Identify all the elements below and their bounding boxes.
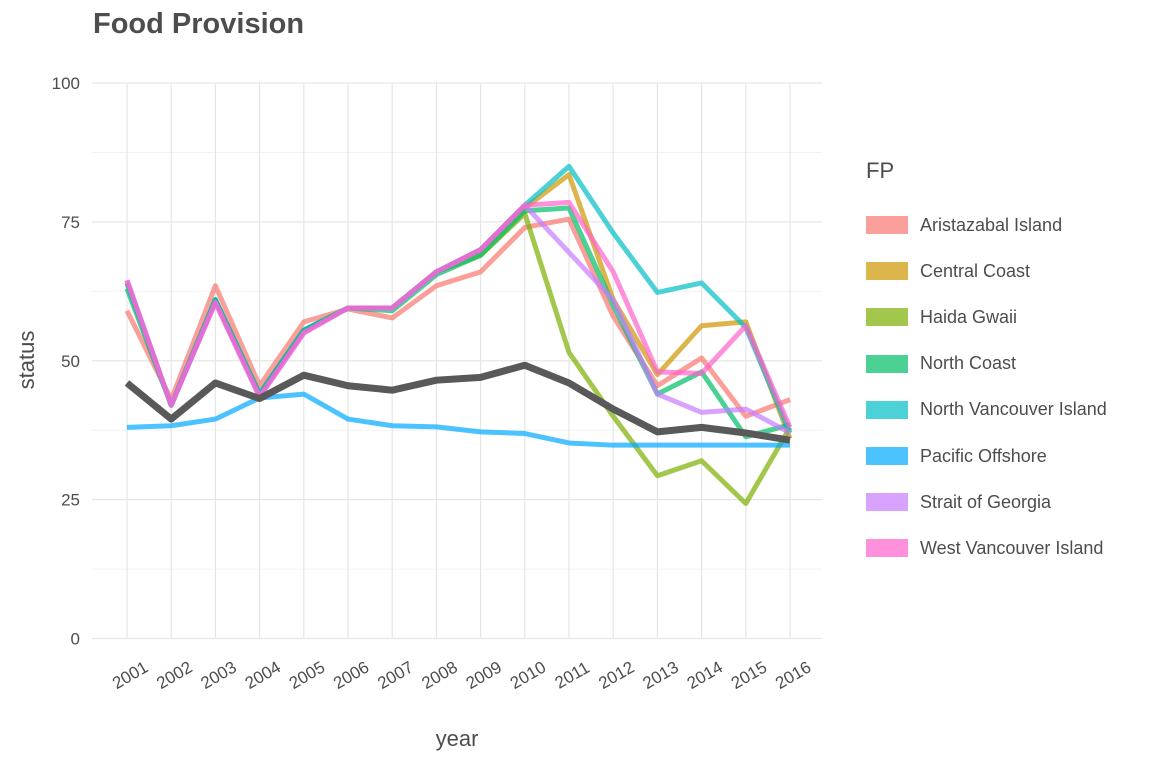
chart-title: Food Provision — [93, 8, 305, 40]
x-tick-label: 2002 — [153, 658, 195, 693]
legend-key — [866, 262, 908, 281]
legend-key — [866, 400, 908, 419]
legend-item: North Coast — [866, 341, 1107, 387]
series-line-pacific-offshore — [126, 391, 790, 448]
x-tick-label: 2011 — [552, 658, 593, 693]
x-tick-label: 2006 — [330, 658, 372, 693]
legend-key — [866, 493, 908, 512]
legend-title: FP — [866, 158, 895, 183]
y-tick-label: 100 — [52, 74, 80, 93]
overall-line — [124, 361, 791, 444]
legend-item: North Vancouver Island — [866, 387, 1107, 433]
series-line-haida-gwaii — [124, 211, 793, 507]
x-tick-label: 2012 — [595, 658, 637, 693]
y-axis-title: status — [14, 331, 39, 390]
legend-label: Haida Gwaii — [920, 306, 1018, 327]
legend-key — [866, 216, 908, 235]
legend-key — [866, 539, 908, 558]
legend-label: Aristazabal Island — [920, 214, 1063, 235]
x-axis-title: year — [436, 726, 479, 751]
legend-item: Haida Gwaii — [866, 294, 1107, 340]
legend-label: North Coast — [920, 353, 1017, 374]
x-tick-label: 2008 — [419, 658, 461, 693]
series-line-north-vancouver-island — [124, 163, 793, 434]
series-line-west-vancouver-island — [124, 199, 793, 429]
x-tick-label: 2013 — [640, 658, 682, 693]
legend-key — [866, 447, 908, 466]
legend-item: Pacific Offshore — [866, 433, 1107, 479]
x-tick-label: 2007 — [374, 658, 416, 693]
y-tick-label: 75 — [61, 213, 80, 232]
x-tick-label: 2003 — [198, 658, 240, 693]
x-tick-label: 2005 — [286, 658, 328, 693]
x-tick-label: 2010 — [507, 658, 549, 693]
legend: FP Aristazabal Island Central Coast Haida … — [866, 158, 1107, 572]
x-tick-label: 2001 — [109, 658, 151, 693]
x-tick-label: 2016 — [772, 658, 814, 693]
x-tick-label: 2004 — [242, 658, 284, 693]
legend-label: North Vancouver Island — [920, 399, 1107, 420]
y-tick-label: 0 — [71, 630, 80, 649]
legend-label: Central Coast — [920, 260, 1031, 281]
legend-label: Pacific Offshore — [920, 445, 1047, 466]
y-tick-label: 25 — [61, 491, 80, 510]
legend-key — [866, 308, 908, 327]
legend-item: West Vancouver Island — [866, 525, 1107, 571]
legend-item: Central Coast — [866, 248, 1107, 294]
legend-item: Aristazabal Island — [866, 202, 1107, 248]
y-tick-label: 50 — [61, 352, 80, 371]
x-tick-label: 2014 — [684, 658, 726, 693]
x-tick-label: 2015 — [728, 658, 770, 693]
x-tick-label: 2009 — [463, 658, 505, 693]
legend-key — [866, 354, 908, 373]
legend-item: Strait of Georgia — [866, 479, 1107, 525]
legend-label: West Vancouver Island — [920, 537, 1104, 558]
legend-label: Strait of Georgia — [920, 491, 1052, 512]
